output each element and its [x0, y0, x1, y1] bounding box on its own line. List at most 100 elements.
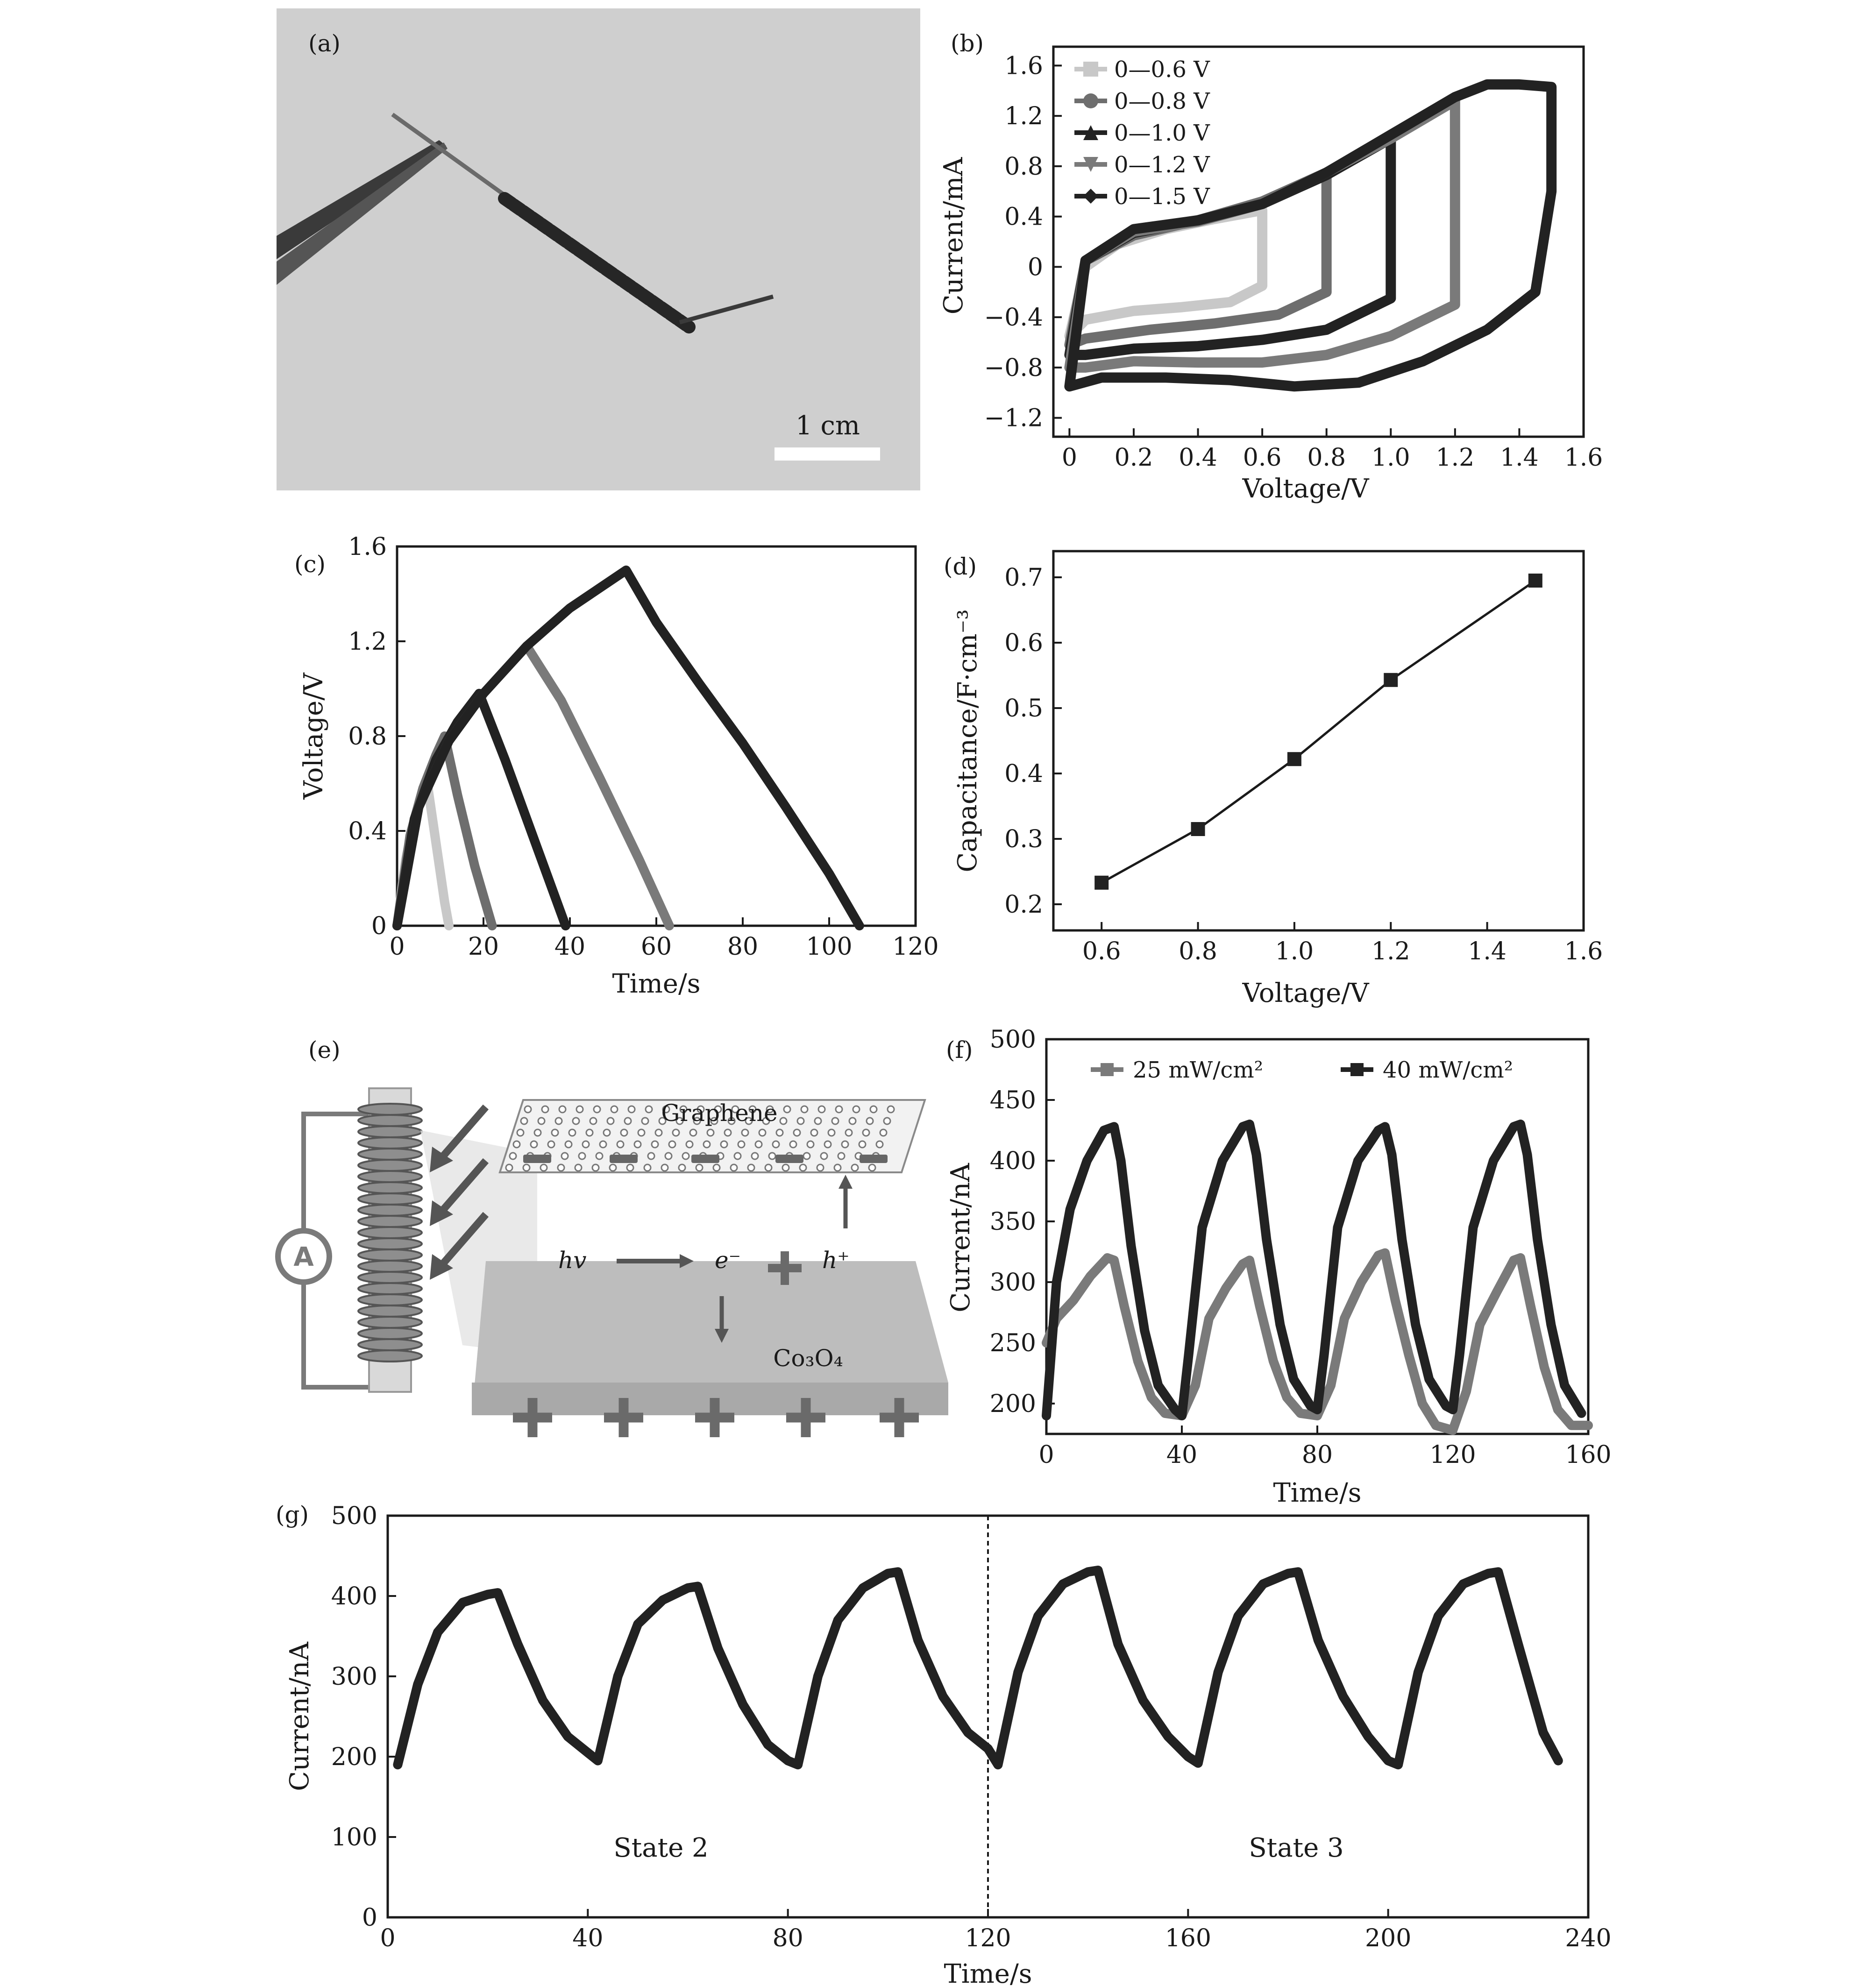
- photo-background: [277, 8, 920, 490]
- tweezer-tip-lower: [277, 142, 448, 285]
- graphene-atom: [803, 1152, 811, 1160]
- panel-b-ytick-label: −0.4: [984, 304, 1043, 332]
- graphene-atom: [783, 1105, 791, 1114]
- graphene-atom: [764, 1163, 773, 1172]
- panel-f-label: (f): [946, 1036, 973, 1064]
- panel-c-ytick-label: 1.2: [348, 628, 387, 656]
- panel-d-point: [1384, 673, 1398, 687]
- panel-b-xtick-label: 0.2: [1115, 444, 1153, 472]
- coil-turn: [357, 1136, 423, 1149]
- graphene-atom: [578, 1152, 586, 1160]
- graphene-atom: [730, 1163, 738, 1172]
- ammeter-icon: [275, 1228, 332, 1285]
- coil-turn: [357, 1260, 423, 1273]
- coil-turn: [357, 1170, 423, 1183]
- panel-c-xtick-label: 40: [554, 933, 585, 961]
- panel-d-point: [1287, 752, 1301, 766]
- coil-turn: [357, 1349, 423, 1362]
- panel-d-point: [1191, 822, 1205, 836]
- panel-b-legend-label: 0—0.6 V: [1114, 57, 1210, 83]
- panel-d-ytick-label: 0.7: [1004, 564, 1043, 592]
- panel-d-chart: 0.6 0.8 1.0 1.2 1.4 1.6 0.2 0.3 0.4 0.5 0.6 0.7 (d)…: [944, 550, 1603, 1008]
- graphene-atom: [685, 1140, 694, 1149]
- minus-charge-icon: [775, 1155, 803, 1163]
- graphene-atom: [654, 1128, 663, 1137]
- panel-b-xlabel: Voltage/V: [1242, 474, 1370, 504]
- panel-b-xtick-label: 1.6: [1564, 444, 1603, 472]
- graphene-atom: [741, 1128, 749, 1137]
- graphene-atom: [758, 1128, 767, 1137]
- graphene-atom: [689, 1128, 697, 1137]
- graphene-atom: [796, 1117, 805, 1125]
- panel-a-label: (a): [308, 30, 341, 57]
- panel-d-ytick-label: 0.4: [1004, 760, 1043, 788]
- panel-b-legend-marker-icon: [1083, 189, 1098, 204]
- graphene-atom: [693, 1117, 701, 1125]
- panel-d-xtick-label: 1.6: [1564, 937, 1603, 965]
- graphene-atom: [540, 1163, 548, 1172]
- panel-g-ytick-label: 500: [331, 1502, 377, 1530]
- ammeter-label: A: [293, 1242, 314, 1272]
- coil-turn: [357, 1282, 423, 1295]
- panel-b-series: [1064, 79, 1557, 392]
- graphene-atom: [775, 1128, 784, 1137]
- minus-charge-icon: [860, 1155, 888, 1163]
- graphene-atom: [516, 1128, 525, 1137]
- panel-f-xtick-label: 80: [1302, 1441, 1333, 1469]
- coil-turn: [357, 1316, 423, 1329]
- panel-b-ytick-label: 1.6: [1004, 52, 1043, 80]
- graphene-atom: [848, 1117, 857, 1125]
- graphene-atom: [782, 1163, 790, 1172]
- panel-d-xtick-label: 1.4: [1468, 937, 1506, 965]
- panel-c-label: (c): [294, 551, 326, 578]
- graphene-atom: [620, 1128, 628, 1137]
- graphene-atom: [574, 1163, 583, 1172]
- graphene-atom: [593, 1105, 601, 1114]
- panel-f-series-2: [1042, 1120, 1586, 1420]
- graphene-atom: [557, 1163, 565, 1172]
- panel-g-ytick-label: 300: [331, 1663, 377, 1691]
- light-arrow-icon: [436, 1104, 489, 1163]
- graphene-atom: [505, 1163, 513, 1172]
- panel-g-series-1: [393, 1566, 1563, 1770]
- panel-f-xlabel: Time/s: [1273, 1478, 1361, 1508]
- graphene-atom: [800, 1105, 809, 1114]
- graphene-atom: [724, 1128, 732, 1137]
- light-arrow-icon: [436, 1158, 489, 1217]
- plus-charge-icon: [781, 1251, 789, 1285]
- panel-d-point: [1094, 875, 1109, 890]
- scale-bar-label: 1 cm: [796, 411, 860, 441]
- graphene-atom: [720, 1140, 728, 1149]
- hv-label: hv: [558, 1247, 586, 1274]
- panel-f-chart: 0 40 80 120 160 200 250 300 350 400 450 500 25 mW/c…: [945, 1026, 1612, 1508]
- graphene-atom: [875, 1140, 884, 1149]
- state-3-annotation: State 3: [1249, 1833, 1343, 1863]
- graphene-atom: [833, 1163, 842, 1172]
- fiber-coil: [357, 1103, 423, 1362]
- panel-f-ytick-label: 400: [990, 1147, 1036, 1175]
- graphene-atom: [799, 1163, 807, 1172]
- panel-c-xtick-label: 0: [389, 933, 405, 961]
- panel-g-ylabel: Current/nA: [284, 1642, 315, 1791]
- panel-e-label: (e): [308, 1036, 341, 1064]
- graphene-atom: [747, 1163, 755, 1172]
- coil-turn: [357, 1305, 423, 1318]
- graphene-atom: [509, 1152, 517, 1160]
- panel-b-ytick-label: 1.2: [1004, 102, 1043, 130]
- graphene-atom: [658, 1117, 667, 1125]
- graphene-atom: [879, 1128, 888, 1137]
- panel-d-frame: [1052, 550, 1585, 932]
- coil-turn: [357, 1114, 423, 1127]
- graphene-atom: [820, 1152, 828, 1160]
- panel-d-point: [1528, 574, 1542, 588]
- state-2-annotation: State 2: [613, 1833, 708, 1863]
- light-arrow-icon: [436, 1212, 489, 1271]
- panel-b-ytick-label: −1.2: [984, 404, 1043, 433]
- plus-charge-icon: [527, 1398, 538, 1437]
- hole-charges: [513, 1251, 919, 1437]
- graphene-atom: [710, 1117, 718, 1125]
- graphene-atom: [768, 1152, 776, 1160]
- arrowhead-icon: [430, 1254, 453, 1280]
- graphene-atom: [810, 1128, 818, 1137]
- plus-charge-icon: [618, 1398, 629, 1437]
